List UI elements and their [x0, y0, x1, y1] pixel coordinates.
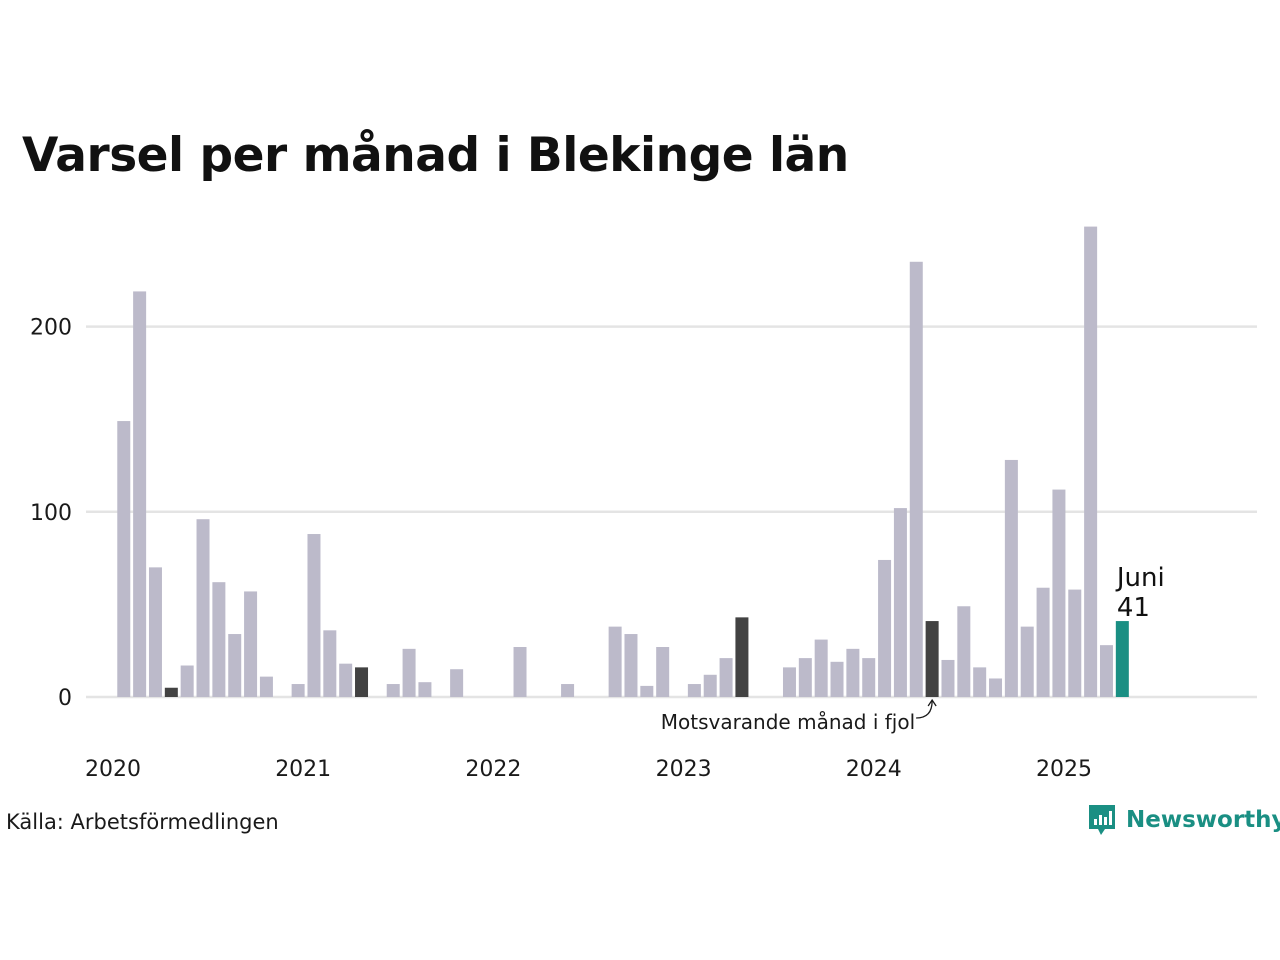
bar	[244, 591, 258, 697]
annotation-arrow-head	[927, 698, 937, 707]
bar	[719, 658, 733, 697]
grid-lines	[86, 325, 1257, 699]
bar-same-month-previous-year	[164, 687, 178, 697]
bar	[418, 682, 432, 697]
annotation-arrow	[916, 700, 933, 719]
bar	[1004, 459, 1018, 697]
bar	[323, 630, 337, 697]
bar	[117, 421, 131, 697]
bar-same-month-previous-year	[355, 667, 369, 697]
bar	[228, 634, 242, 697]
bar	[1020, 626, 1034, 697]
bar	[386, 684, 400, 697]
source-note: Källa: Arbetsförmedlingen	[6, 810, 279, 834]
logo-text: Newsworthy	[1126, 807, 1280, 833]
bar	[989, 678, 1003, 697]
bar	[893, 508, 907, 697]
bar	[687, 684, 701, 697]
bar	[973, 667, 987, 697]
x-axis-labels: 2020 2021 2022 2023 2024 2025	[85, 757, 1092, 782]
bar	[133, 291, 147, 697]
bar	[941, 659, 955, 697]
bar	[798, 658, 812, 697]
bar	[830, 661, 844, 697]
bar	[148, 567, 162, 697]
bar-current-month	[1115, 621, 1129, 697]
bar	[212, 582, 226, 697]
bar	[814, 639, 828, 697]
bar	[656, 646, 670, 697]
previous-year-label: Motsvarande månad i fjol	[661, 710, 915, 734]
y-tick-label: 100	[30, 501, 72, 526]
bar	[878, 559, 892, 697]
bar	[909, 261, 923, 697]
bar	[1068, 589, 1082, 697]
y-axis-labels: 0 100 200	[30, 316, 72, 711]
bar	[402, 648, 416, 697]
x-tick-label: 2022	[465, 757, 521, 782]
bar	[862, 658, 876, 697]
bar	[291, 684, 305, 697]
bar	[608, 626, 622, 697]
x-tick-label: 2020	[85, 757, 141, 782]
bars	[117, 226, 1129, 698]
bar	[561, 684, 575, 697]
x-tick-label: 2023	[656, 757, 712, 782]
y-tick-label: 200	[30, 316, 72, 341]
y-tick-label: 0	[58, 686, 72, 711]
bar	[450, 669, 464, 697]
bar	[640, 685, 654, 697]
x-tick-label: 2024	[846, 757, 902, 782]
bar	[513, 646, 527, 697]
newsworthy-logo-icon	[1089, 805, 1115, 835]
bar	[1052, 489, 1066, 697]
current-month-label: Juni	[1115, 563, 1165, 593]
x-tick-label: 2025	[1036, 757, 1092, 782]
newsworthy-logo: Newsworthy	[1087, 803, 1280, 837]
bar	[259, 676, 273, 697]
bar	[703, 674, 717, 697]
current-month-value: 41	[1117, 593, 1150, 623]
bar	[1036, 587, 1050, 697]
bar	[180, 665, 194, 697]
bar	[1099, 645, 1113, 697]
x-tick-label: 2021	[275, 757, 331, 782]
bar	[339, 663, 353, 697]
bar-same-month-previous-year	[925, 621, 939, 697]
bar	[624, 634, 638, 697]
bar	[957, 606, 971, 697]
chart-title: Varsel per månad i Blekinge län	[22, 128, 849, 183]
bar	[196, 519, 210, 697]
bar	[307, 534, 321, 697]
bar	[846, 648, 860, 697]
bar	[782, 667, 796, 697]
bar	[1084, 226, 1098, 698]
bar-same-month-previous-year	[735, 617, 749, 697]
